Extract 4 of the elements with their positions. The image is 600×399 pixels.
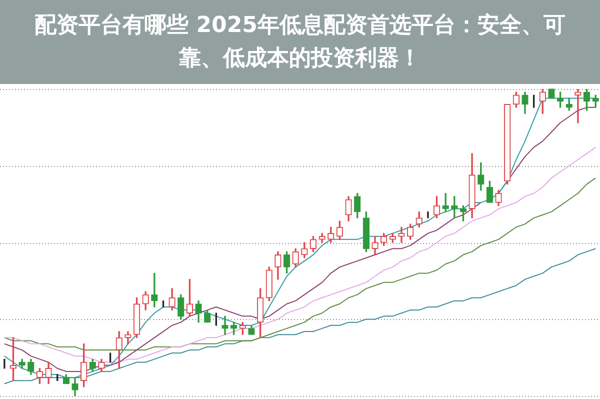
candlestick — [574, 89, 582, 124]
candlestick — [398, 226, 405, 243]
candlestick — [222, 316, 228, 335]
chart-title: 配资平台有哪些 2025年低息配资首选平台：安全、可靠、低成本的投资利器！ — [34, 12, 566, 73]
